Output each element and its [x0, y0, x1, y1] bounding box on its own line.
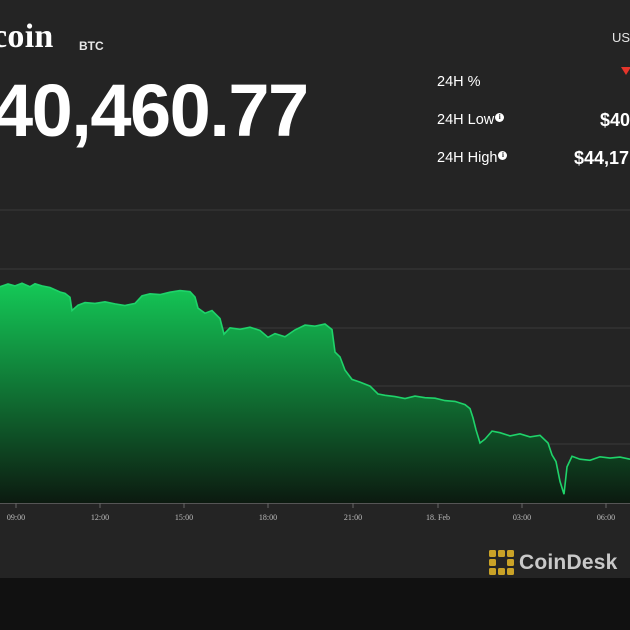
stat-24h-high-value: $44,17 [574, 148, 630, 168]
stat-24h-low-label: 24H Low i [437, 112, 505, 128]
stat-24h-high-text: 24H High [437, 150, 498, 166]
current-price: 40,460.77 [0, 69, 309, 152]
x-tick-label: 15:00 [175, 513, 193, 522]
info-icon[interactable]: i [495, 113, 505, 122]
coin-name: coin [0, 18, 54, 55]
currency-selector[interactable]: US [612, 30, 630, 45]
x-tick-label: 06:00 [597, 513, 615, 522]
x-tick-label: 09:00 [7, 513, 25, 522]
info-icon[interactable]: i [498, 151, 508, 160]
stat-24h-low-text: 24H Low [437, 112, 495, 128]
x-axis: 09:00 12:00 15:00 18:00 21:00 18. Feb 03:00 06:… [0, 503, 630, 522]
coindesk-mark-icon [489, 550, 514, 575]
x-tick-label: 18. Feb [426, 513, 450, 522]
stat-24h-change-label: 24H % [437, 74, 481, 90]
x-tick-label: 12:00 [91, 513, 109, 522]
stat-24h-high-label: 24H High i [437, 150, 508, 166]
down-arrow-icon [621, 67, 630, 75]
stat-24h-low-value: $40 [600, 110, 630, 130]
x-tick-label: 18:00 [259, 513, 277, 522]
coin-ticker: BTC [79, 39, 104, 53]
coindesk-wordmark: CoinDesk [519, 550, 618, 574]
price-chart[interactable]: 09:00 12:00 15:00 18:00 21:00 18. Feb 03:00 06:… [0, 0, 630, 578]
price-line [0, 282, 630, 495]
price-area [0, 283, 630, 503]
coindesk-logo: CoinDesk [488, 549, 617, 576]
x-tick-label: 03:00 [513, 513, 531, 522]
x-tick-label: 21:00 [344, 513, 362, 522]
